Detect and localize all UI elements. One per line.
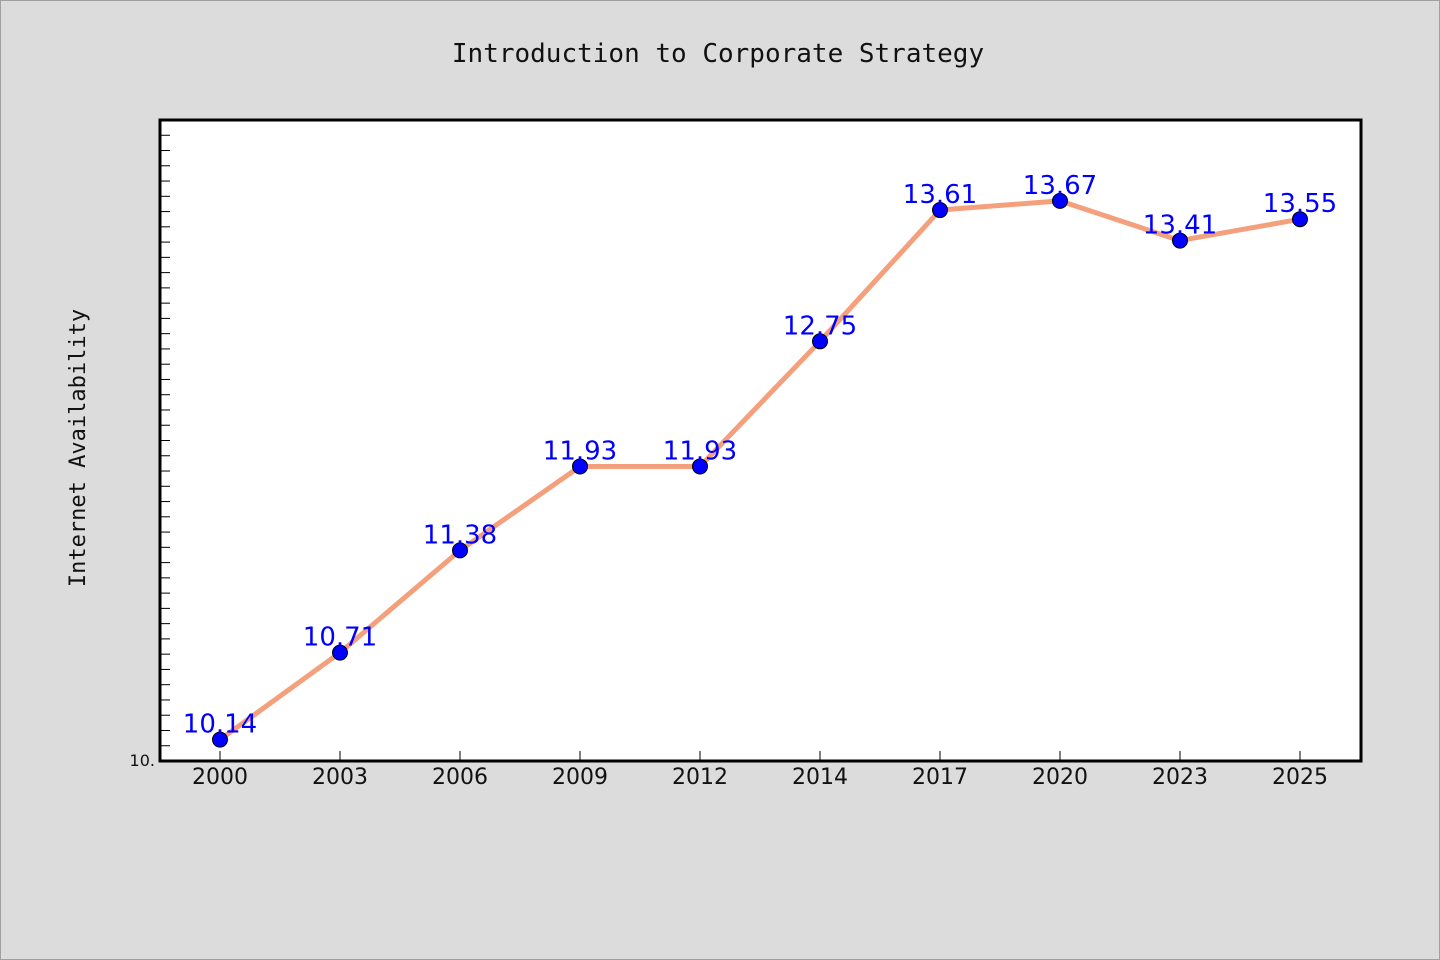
y-axis-ticks: 10. bbox=[130, 134, 170, 770]
data-label: 12.75 bbox=[783, 311, 857, 341]
y-axis-label: Internet Availability bbox=[66, 309, 91, 587]
x-tick-label: 2014 bbox=[792, 765, 848, 790]
x-axis-ticks: 2000 2003 2006 2009 2012 2014 2017 2020 2023 2025 bbox=[192, 751, 1328, 790]
data-point-marker bbox=[452, 542, 468, 559]
x-tick-label: 2012 bbox=[672, 765, 728, 790]
x-tick-label: 2023 bbox=[1152, 765, 1208, 790]
data-point-marker bbox=[932, 202, 948, 219]
chart-title: Introduction to Corporate Strategy bbox=[452, 39, 984, 69]
data-point-marker bbox=[332, 644, 348, 661]
x-tick-label: 2025 bbox=[1272, 765, 1328, 790]
series-line bbox=[217, 198, 1303, 743]
data-label: 11.93 bbox=[663, 436, 737, 466]
data-label: 10.71 bbox=[303, 623, 377, 653]
x-tick-label: 2000 bbox=[192, 765, 248, 790]
data-point-marker bbox=[1292, 211, 1308, 228]
plot-border bbox=[158, 118, 1363, 763]
data-label: 11.38 bbox=[423, 520, 497, 550]
data-label: 11.93 bbox=[543, 436, 617, 466]
data-point-marker bbox=[212, 731, 228, 748]
data-label: 10.14 bbox=[183, 710, 257, 740]
plot-area bbox=[160, 120, 1361, 761]
data-point-marker bbox=[1172, 232, 1188, 249]
data-point-marker bbox=[692, 458, 708, 475]
x-tick-label: 2017 bbox=[912, 765, 968, 790]
data-label: 13.41 bbox=[1143, 211, 1217, 241]
data-point-marker bbox=[572, 458, 588, 475]
data-label: 13.67 bbox=[1023, 171, 1097, 201]
x-tick-label: 2006 bbox=[432, 765, 488, 790]
x-tick-label: 2009 bbox=[552, 765, 608, 790]
data-label: 13.55 bbox=[1263, 189, 1337, 219]
x-tick-label: 2020 bbox=[1032, 765, 1088, 790]
data-point-marker bbox=[1052, 192, 1068, 209]
data-point-marker bbox=[812, 333, 828, 350]
series-group: 10.14 10.71 11.38 11.93 11.93 12.75 13.61 13.67… bbox=[183, 171, 1337, 748]
y-tick-label: 10. bbox=[130, 751, 155, 770]
x-tick-label: 2003 bbox=[312, 765, 368, 790]
data-label: 13.61 bbox=[903, 180, 977, 210]
